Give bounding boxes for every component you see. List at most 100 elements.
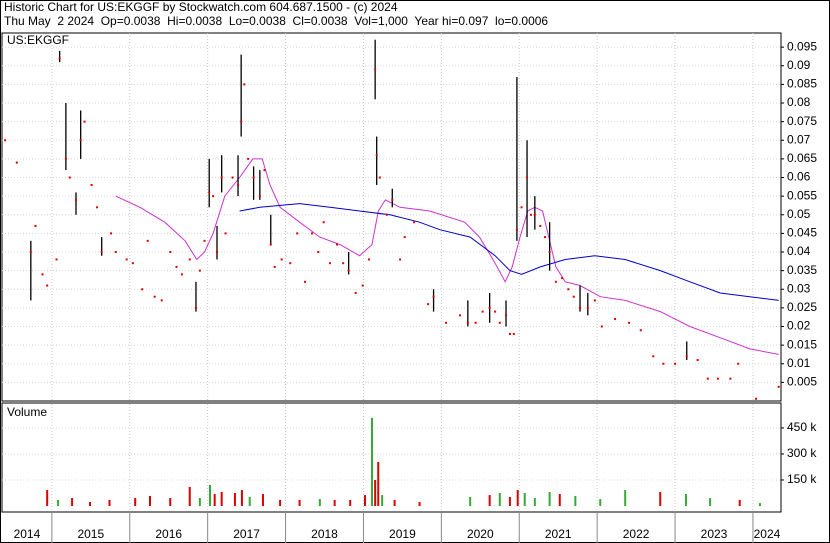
volume-bar bbox=[599, 499, 602, 506]
close-dot bbox=[539, 224, 542, 227]
close-dot bbox=[586, 306, 589, 309]
close-dot bbox=[243, 83, 246, 86]
close-dot bbox=[146, 239, 149, 242]
y-tick-label: 150 k bbox=[787, 472, 817, 486]
close-dot bbox=[153, 295, 156, 298]
close-dot bbox=[354, 291, 357, 294]
y-tick-label: 0.09 bbox=[787, 58, 811, 72]
volume-bar bbox=[240, 490, 243, 506]
close-dot bbox=[413, 221, 416, 224]
volume-bar bbox=[624, 490, 627, 506]
close-dot bbox=[593, 299, 596, 302]
close-dot bbox=[224, 232, 227, 235]
close-dot bbox=[432, 295, 435, 298]
volume-bar bbox=[498, 492, 501, 506]
close-dot bbox=[600, 325, 603, 328]
volume-bar bbox=[381, 495, 384, 506]
x-tick-label: 2024 bbox=[754, 527, 781, 541]
close-dot bbox=[378, 176, 381, 179]
volume-bar bbox=[298, 499, 301, 506]
header-quote: Thu May 2 2024 Op=0.0038 Hi=0.0038 Lo=0.… bbox=[4, 14, 548, 28]
y-tick-label: 0.055 bbox=[787, 188, 817, 202]
close-dot bbox=[347, 269, 350, 272]
close-dot bbox=[628, 321, 631, 324]
close-dot bbox=[374, 68, 377, 71]
x-tick-label: 2020 bbox=[467, 527, 494, 541]
close-dot bbox=[466, 321, 469, 324]
close-dot bbox=[68, 176, 71, 179]
close-dot bbox=[572, 295, 575, 298]
x-tick-label: 2014 bbox=[14, 527, 41, 541]
volume-bar bbox=[374, 479, 377, 506]
close-dot bbox=[335, 243, 338, 246]
close-dot bbox=[662, 362, 665, 365]
volume-bar bbox=[149, 495, 152, 506]
close-dot bbox=[520, 206, 523, 209]
volume-bar bbox=[508, 496, 511, 506]
y-tick-label: 0.015 bbox=[787, 337, 817, 351]
close-dot bbox=[561, 277, 564, 280]
volume-bar bbox=[558, 494, 561, 506]
close-dot bbox=[188, 258, 191, 261]
x-tick-label: 2021 bbox=[545, 527, 572, 541]
volume-bar bbox=[46, 490, 49, 506]
close-dot bbox=[96, 206, 99, 209]
y-tick-label: 0.08 bbox=[787, 95, 811, 109]
volume-bar bbox=[233, 492, 236, 506]
volume-bar bbox=[516, 490, 519, 506]
x-tick-label: 2015 bbox=[77, 527, 104, 541]
y-tick-label: 0.035 bbox=[787, 263, 817, 277]
close-dot bbox=[83, 120, 86, 123]
y-tick-label: 0.065 bbox=[787, 151, 817, 165]
volume-bar bbox=[349, 499, 352, 506]
close-dot bbox=[508, 332, 511, 335]
close-dot bbox=[110, 232, 113, 235]
volume-bar bbox=[279, 499, 282, 506]
close-dot bbox=[554, 280, 557, 283]
close-dot bbox=[716, 377, 719, 380]
price-panel bbox=[1, 32, 782, 402]
close-dot bbox=[216, 251, 219, 254]
y-tick-label: 0.04 bbox=[787, 244, 811, 258]
close-dot bbox=[75, 198, 78, 201]
volume-bar bbox=[198, 498, 201, 506]
y-tick-label: 0.085 bbox=[787, 77, 817, 91]
close-dot bbox=[15, 161, 18, 164]
volume-bar bbox=[108, 499, 111, 506]
close-dot bbox=[4, 139, 7, 142]
volume-bar bbox=[469, 496, 472, 506]
volume-bar bbox=[371, 417, 374, 506]
close-dot bbox=[459, 314, 462, 317]
volume-bar bbox=[89, 502, 92, 506]
close-dot bbox=[269, 243, 272, 246]
close-dot bbox=[240, 120, 243, 123]
close-dot bbox=[737, 362, 740, 365]
close-dot bbox=[367, 258, 370, 261]
close-dot bbox=[445, 321, 448, 324]
close-dot bbox=[515, 228, 518, 231]
close-dot bbox=[526, 176, 529, 179]
close-dot bbox=[317, 251, 320, 254]
close-dot bbox=[685, 355, 688, 358]
close-dot bbox=[131, 262, 134, 265]
y-tick-label: 0.095 bbox=[787, 39, 817, 53]
close-dot bbox=[237, 183, 240, 186]
close-dot bbox=[280, 258, 283, 261]
volume-bar bbox=[364, 495, 367, 506]
close-dot bbox=[231, 176, 234, 179]
close-dot bbox=[29, 251, 32, 254]
close-dot bbox=[198, 269, 201, 272]
close-dot bbox=[263, 169, 266, 172]
close-dot bbox=[125, 258, 128, 261]
close-dot bbox=[755, 397, 758, 400]
close-dot bbox=[639, 329, 642, 332]
close-dot bbox=[203, 239, 206, 242]
close-dot bbox=[220, 176, 223, 179]
price-title: US:EKGGF bbox=[7, 33, 69, 47]
close-dot bbox=[55, 258, 58, 261]
close-dot bbox=[729, 377, 732, 380]
volume-bar bbox=[169, 498, 172, 506]
volume-bar bbox=[213, 494, 216, 506]
close-dot bbox=[141, 288, 144, 291]
close-dot bbox=[385, 213, 388, 216]
